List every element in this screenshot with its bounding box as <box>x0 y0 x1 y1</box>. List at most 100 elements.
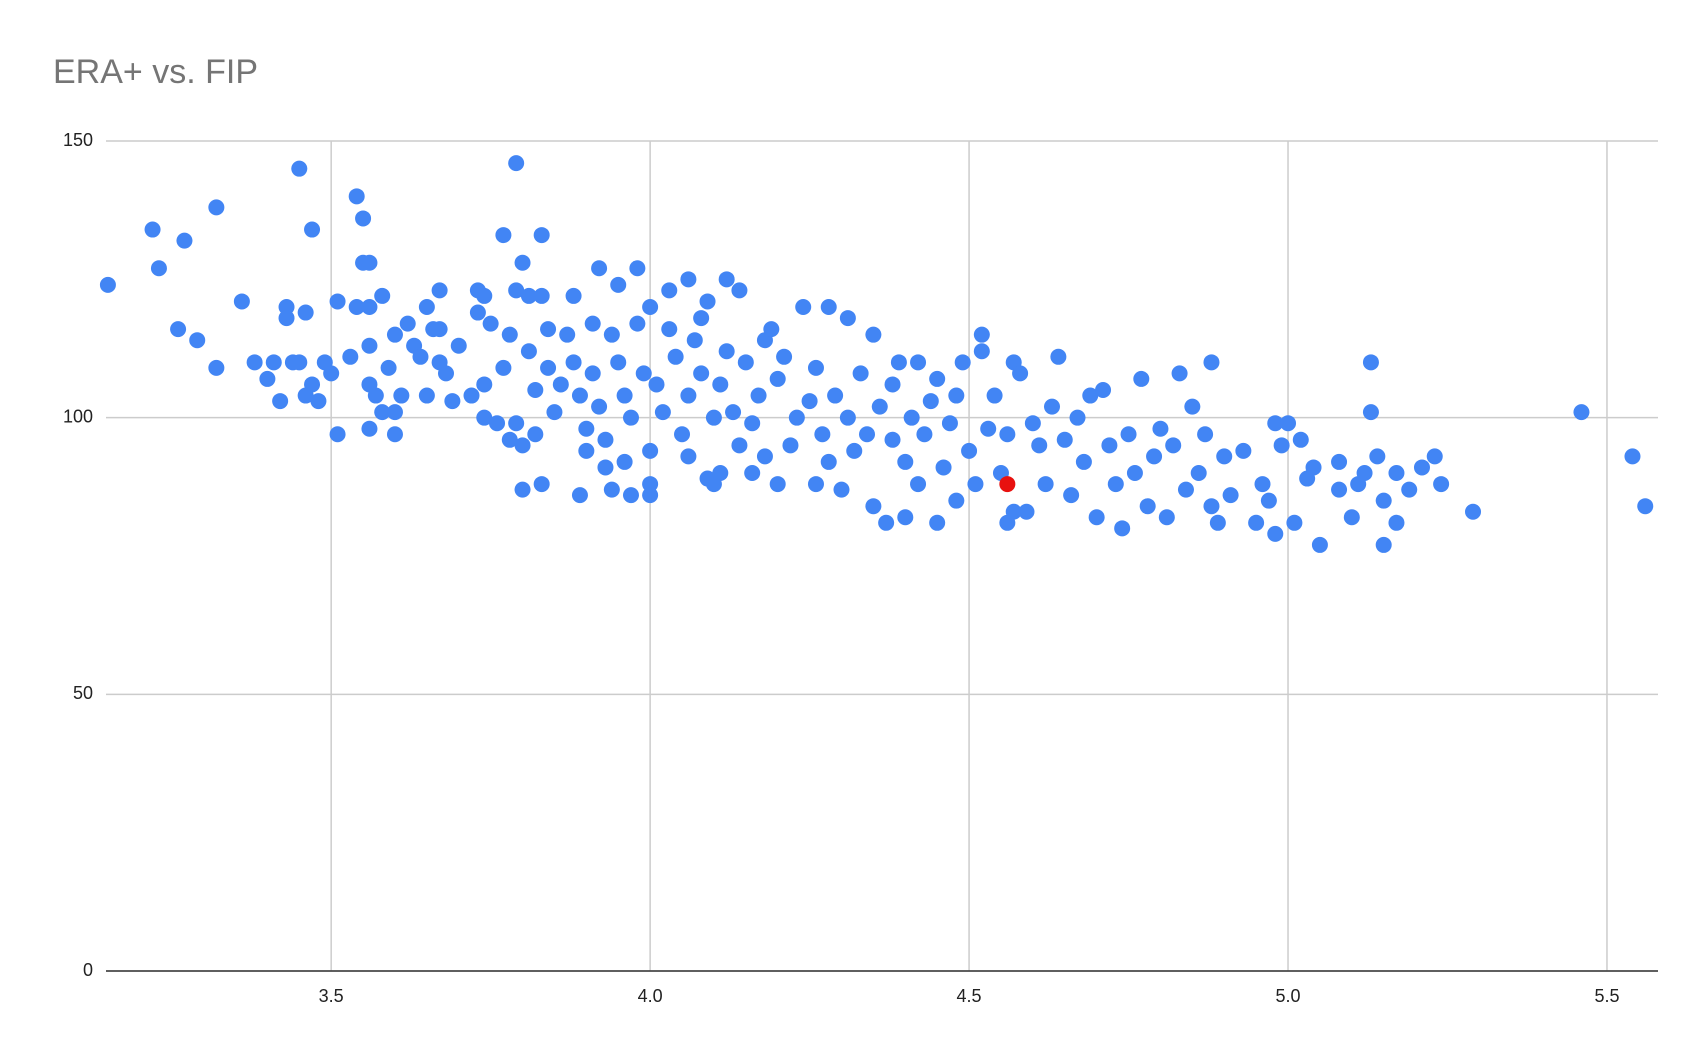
point <box>1375 492 1392 509</box>
point <box>476 409 493 426</box>
point <box>99 276 116 293</box>
point <box>680 271 697 288</box>
point <box>1043 398 1060 415</box>
point <box>1433 476 1450 493</box>
point <box>361 254 378 271</box>
point <box>769 370 786 387</box>
point <box>999 476 1016 493</box>
point <box>610 354 627 371</box>
point <box>1465 503 1482 520</box>
point <box>1624 448 1641 465</box>
point <box>386 326 403 343</box>
point <box>948 492 965 509</box>
point <box>1343 509 1360 526</box>
point <box>508 155 525 172</box>
point <box>699 293 716 310</box>
point <box>1273 437 1290 454</box>
point <box>1063 487 1080 504</box>
point <box>1401 481 1418 498</box>
x-tick-label: 4.0 <box>638 986 663 1006</box>
point <box>552 376 569 393</box>
point <box>208 199 225 216</box>
point <box>852 365 869 382</box>
point <box>1388 514 1405 531</box>
point <box>540 359 557 376</box>
point <box>578 442 595 459</box>
point <box>476 376 493 393</box>
point <box>693 365 710 382</box>
point <box>514 481 531 498</box>
point <box>718 343 735 360</box>
point <box>1267 415 1284 432</box>
point <box>973 326 990 343</box>
point <box>1133 370 1150 387</box>
point <box>246 354 263 371</box>
point <box>272 393 289 410</box>
point <box>961 442 978 459</box>
point <box>571 387 588 404</box>
point <box>1203 354 1220 371</box>
point <box>329 293 346 310</box>
point <box>361 299 378 315</box>
point <box>361 337 378 354</box>
point <box>737 354 754 371</box>
point <box>584 365 601 382</box>
point <box>616 387 633 404</box>
point <box>1114 520 1131 537</box>
point <box>693 310 710 327</box>
point <box>348 299 365 315</box>
point <box>763 321 780 338</box>
point <box>418 299 435 315</box>
point <box>967 476 984 493</box>
point <box>712 376 729 393</box>
point <box>807 359 824 376</box>
point <box>1107 476 1124 493</box>
point <box>718 271 735 288</box>
point <box>170 321 187 338</box>
point <box>999 426 1016 443</box>
point <box>635 365 652 382</box>
point <box>450 337 467 354</box>
point <box>603 481 620 498</box>
point <box>1203 498 1220 515</box>
point <box>1235 442 1252 459</box>
point <box>680 387 697 404</box>
point <box>310 393 327 410</box>
point <box>501 431 518 448</box>
point <box>380 359 397 376</box>
point <box>1152 420 1169 437</box>
point <box>629 315 646 332</box>
point <box>769 476 786 493</box>
point <box>744 465 761 481</box>
point <box>674 426 691 443</box>
point <box>1146 448 1163 465</box>
point <box>1311 536 1328 553</box>
point <box>1637 498 1654 515</box>
point <box>903 409 920 426</box>
point <box>361 420 378 437</box>
point <box>1012 365 1029 382</box>
point <box>233 293 250 310</box>
x-tick-label: 4.5 <box>957 986 982 1006</box>
point <box>776 348 793 365</box>
point <box>986 387 1003 404</box>
point <box>1254 476 1271 493</box>
point <box>756 448 773 465</box>
point <box>1005 503 1022 520</box>
point <box>712 465 729 481</box>
point <box>1356 465 1373 481</box>
point <box>571 487 588 504</box>
point <box>654 404 671 421</box>
point <box>508 282 525 299</box>
point <box>469 304 486 321</box>
point <box>591 260 608 277</box>
point <box>642 442 659 459</box>
point <box>591 398 608 415</box>
point <box>463 387 480 404</box>
point <box>935 459 952 476</box>
point <box>1375 536 1392 553</box>
point <box>278 299 295 315</box>
point <box>807 476 824 493</box>
point <box>297 304 314 321</box>
